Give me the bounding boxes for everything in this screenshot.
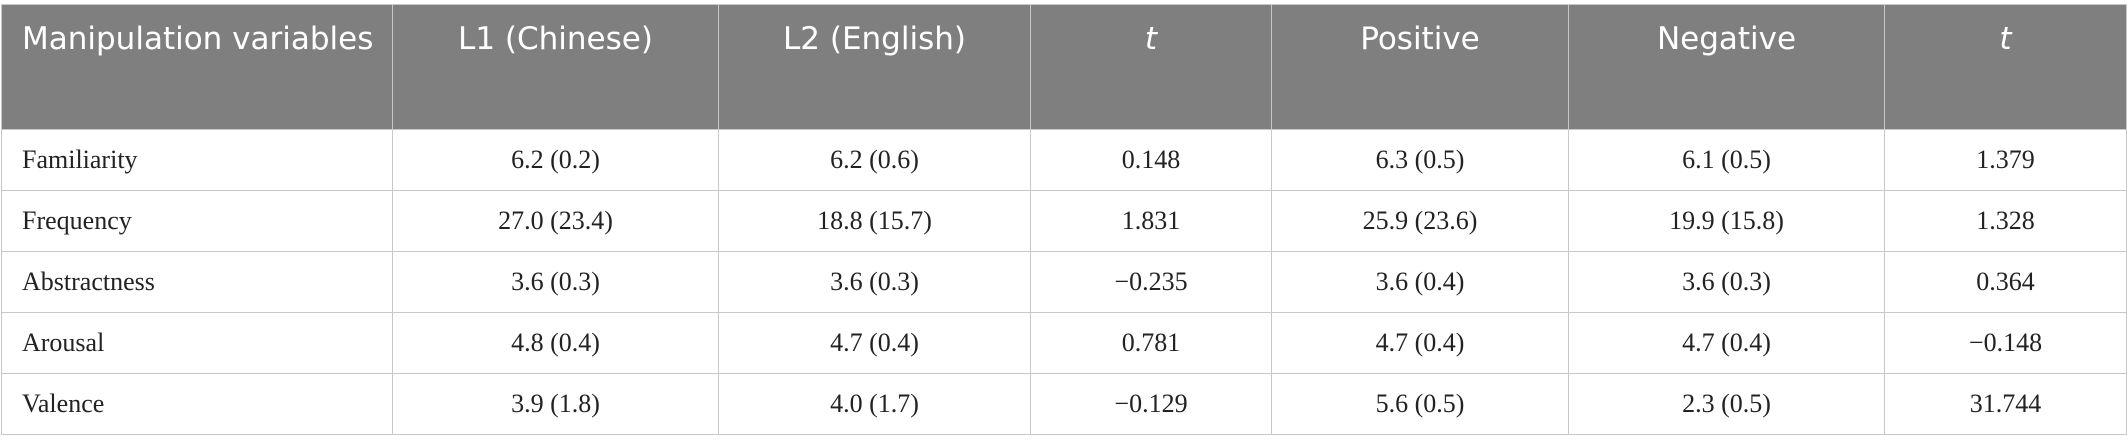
cell: 3.9 (1.8) [392,373,719,435]
cell: 1.831 [1030,190,1272,252]
cell: 4.7 (0.4) [718,312,1031,374]
cell: 3.6 (0.3) [718,251,1031,313]
cell: 4.0 (1.7) [718,373,1031,435]
header-row: Manipulation variables L1 (Chinese) L2 (En… [1,4,2127,130]
table-row: Abstractness 3.6 (0.3) 3.6 (0.3) −0.235 3.6 … [1,251,2127,313]
table-row: Arousal 4.8 (0.4) 4.7 (0.4) 0.781 4.7 (0.4) 4… [1,312,2127,374]
cell: 3.6 (0.3) [392,251,719,313]
cell: 6.2 (0.6) [718,129,1031,191]
header-cell: Positive [1271,4,1569,130]
cell: 4.8 (0.4) [392,312,719,374]
header-cell: L1 (Chinese) [392,4,719,130]
cell: −0.235 [1030,251,1272,313]
page: {"table": { "header": ["Manipulation var… [0,4,2127,443]
cell: 0.781 [1030,312,1272,374]
header-cell: t [1030,4,1272,130]
cell: 6.2 (0.2) [392,129,719,191]
header-cell: t [1884,4,2127,130]
cell: 1.379 [1884,129,2127,191]
table-body: Familiarity 6.2 (0.2) 6.2 (0.6) 0.148 6.3 (0… [1,129,2127,435]
cell: −0.148 [1884,312,2127,374]
cell: 3.6 (0.4) [1271,251,1569,313]
header-cell: L2 (English) [718,4,1031,130]
cell: 18.8 (15.7) [718,190,1031,252]
cell: 19.9 (15.8) [1568,190,1885,252]
cell: 3.6 (0.3) [1568,251,1885,313]
table-row: Familiarity 6.2 (0.2) 6.2 (0.6) 0.148 6.3 (0… [1,129,2127,191]
cell: 5.6 (0.5) [1271,373,1569,435]
table-row: Valence 3.9 (1.8) 4.0 (1.7) −0.129 5.6 (0.5)… [1,373,2127,435]
row-label: Arousal [1,312,393,374]
cell: 0.148 [1030,129,1272,191]
cell: 1.328 [1884,190,2127,252]
cell: 6.1 (0.5) [1568,129,1885,191]
cell: −0.129 [1030,373,1272,435]
cell: 6.3 (0.5) [1271,129,1569,191]
table-row: Frequency 27.0 (23.4) 18.8 (15.7) 1.831 25.9… [1,190,2127,252]
row-label: Abstractness [1,251,393,313]
header-cell: Manipulation variables [1,4,393,130]
cell: 31.744 [1884,373,2127,435]
row-label: Valence [1,373,393,435]
cell: 0.364 [1884,251,2127,313]
cell: 25.9 (23.6) [1271,190,1569,252]
cell: 4.7 (0.4) [1271,312,1569,374]
cell: 4.7 (0.4) [1568,312,1885,374]
header-cell: Negative [1568,4,1885,130]
data-table: Manipulation variables L1 (Chinese) L2 (En… [1,4,2127,435]
cell: 2.3 (0.5) [1568,373,1885,435]
cell: 27.0 (23.4) [392,190,719,252]
row-label: Familiarity [1,129,393,191]
row-label: Frequency [1,190,393,252]
